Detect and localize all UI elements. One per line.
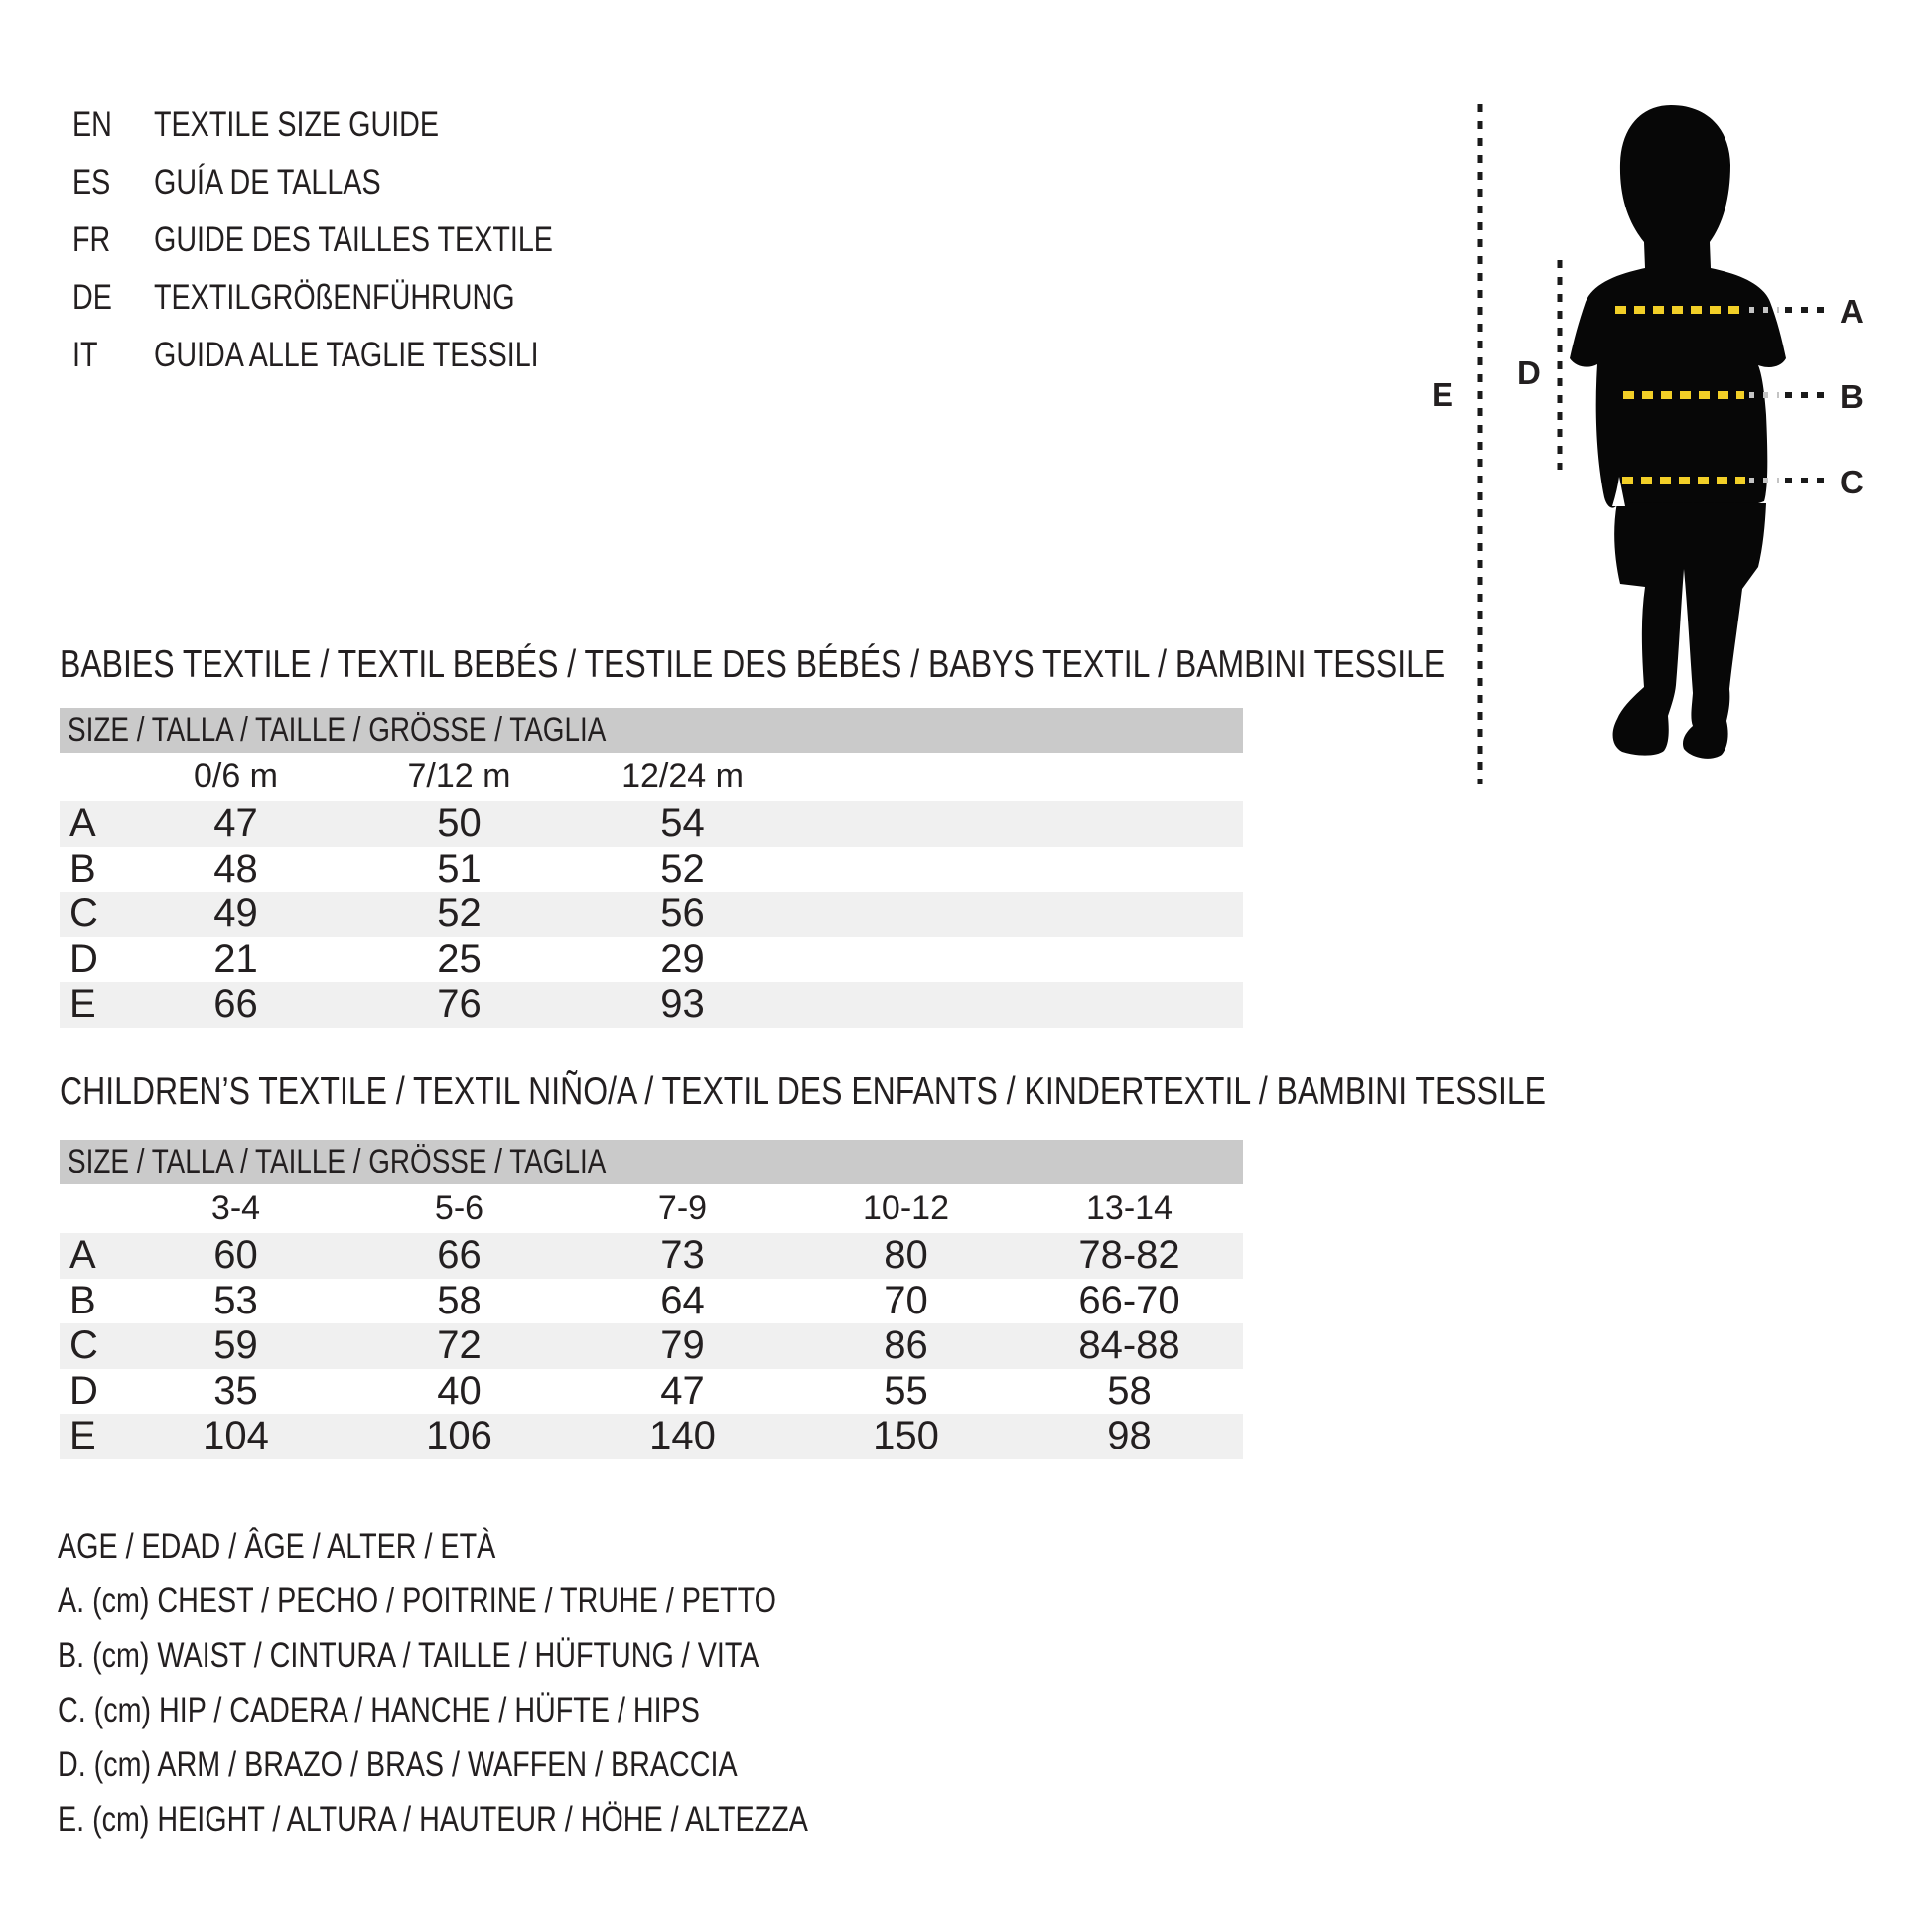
label-height-E: E xyxy=(1432,376,1453,413)
lang-title-en: TEXTILE SIZE GUIDE xyxy=(154,105,440,144)
lang-row-fr: FR GUIDE DES TAILLES TEXTILE xyxy=(0,218,1191,262)
children-row-E: E 104 106 140 150 98 xyxy=(60,1414,1243,1459)
lang-title-fr: GUIDE DES TAILLES TEXTILE xyxy=(154,220,553,259)
legend-chest: A. (cm) CHEST / PECHO / POITRINE / TRUHE… xyxy=(58,1582,776,1620)
children-row-A: A 60 66 73 80 78-82 xyxy=(60,1233,1243,1279)
children-section-heading: CHILDREN’S TEXTILE / TEXTIL NIÑO/A / TEX… xyxy=(60,1070,1546,1113)
babies-col-0-6m: 0/6 m xyxy=(193,758,279,795)
lang-row-es: ES GUÍA DE TALLAS xyxy=(0,161,1191,205)
babies-row-A: A 47 50 54 xyxy=(60,801,1243,847)
children-col-3-4: 3-4 xyxy=(210,1189,261,1227)
label-hip-C: C xyxy=(1840,464,1863,500)
legend-waist: B. (cm) WAIST / CINTURA / TAILLE / HÜFTU… xyxy=(58,1636,759,1675)
babies-section-heading: BABIES TEXTILE / TEXTIL BEBÉS / TESTILE … xyxy=(60,643,1446,686)
babies-col-12-24m: 12/24 m xyxy=(621,758,744,795)
children-size-table: SIZE / TALLA / TAILLE / GRÖSSE / TAGLIA … xyxy=(60,1140,1243,1459)
child-silhouette-lower xyxy=(1612,502,1766,759)
children-column-headers: 3-4 5-6 7-9 10-12 13-14 xyxy=(60,1184,1243,1233)
lang-title-de: TEXTILGRÖßENFÜHRUNG xyxy=(154,278,515,317)
babies-column-headers: 0/6 m 7/12 m 12/24 m xyxy=(60,753,1243,801)
children-col-13-14: 13-14 xyxy=(1086,1189,1173,1227)
babies-size-header-bar: SIZE / TALLA / TAILLE / GRÖSSE / TAGLIA xyxy=(60,708,1243,753)
children-row-B: B 53 58 64 70 66-70 xyxy=(69,1278,1180,1322)
label-waist-B: B xyxy=(1840,378,1863,415)
legend-arm: D. (cm) ARM / BRAZO / BRAS / WAFFEN / BR… xyxy=(58,1745,738,1784)
lang-code-fr: FR xyxy=(72,220,111,259)
children-size-header-bar: SIZE / TALLA / TAILLE / GRÖSSE / TAGLIA xyxy=(60,1140,1243,1184)
lang-code-it: IT xyxy=(72,336,98,374)
lang-code-es: ES xyxy=(72,163,111,202)
children-col-10-12: 10-12 xyxy=(863,1189,949,1227)
children-row-C: C 59 72 79 86 84-88 xyxy=(60,1323,1243,1369)
child-measurement-diagram: A B C D E xyxy=(1432,104,1863,784)
lang-title-it: GUIDA ALLE TAGLIE TESSILI xyxy=(154,336,539,374)
babies-row-C: C 49 52 56 xyxy=(60,892,1243,937)
children-col-5-6: 5-6 xyxy=(434,1189,484,1227)
children-row-D: D 35 40 47 55 58 xyxy=(69,1368,1152,1413)
lang-row-de: DE TEXTILGRÖßENFÜHRUNG xyxy=(0,276,1191,320)
lang-code-en: EN xyxy=(72,105,112,144)
legend-age: AGE / EDAD / ÂGE / ALTER / ETÀ xyxy=(58,1527,496,1566)
hand-hip-gap xyxy=(1612,477,1625,506)
label-chest-A: A xyxy=(1840,293,1863,330)
legend-height: E. (cm) HEIGHT / ALTURA / HAUTEUR / HÖHE… xyxy=(58,1800,808,1839)
babies-row-D: D 21 25 29 xyxy=(69,936,705,981)
babies-row-E: E 66 76 93 xyxy=(60,982,1243,1028)
lang-code-de: DE xyxy=(72,278,112,317)
babies-row-B: B 48 51 52 xyxy=(69,846,705,891)
legend-hip: C. (cm) HIP / CADERA / HANCHE / HÜFTE / … xyxy=(58,1691,700,1729)
babies-col-7-12m: 7/12 m xyxy=(407,758,511,795)
lang-row-en: EN TEXTILE SIZE GUIDE xyxy=(0,103,1191,147)
lang-row-it: IT GUIDA ALLE TAGLIE TESSILI xyxy=(0,334,1191,377)
children-col-7-9: 7-9 xyxy=(657,1189,708,1227)
babies-size-table: SIZE / TALLA / TAILLE / GRÖSSE / TAGLIA … xyxy=(60,708,1243,1028)
lang-title-es: GUÍA DE TALLAS xyxy=(154,163,381,202)
label-arm-D: D xyxy=(1517,354,1541,391)
